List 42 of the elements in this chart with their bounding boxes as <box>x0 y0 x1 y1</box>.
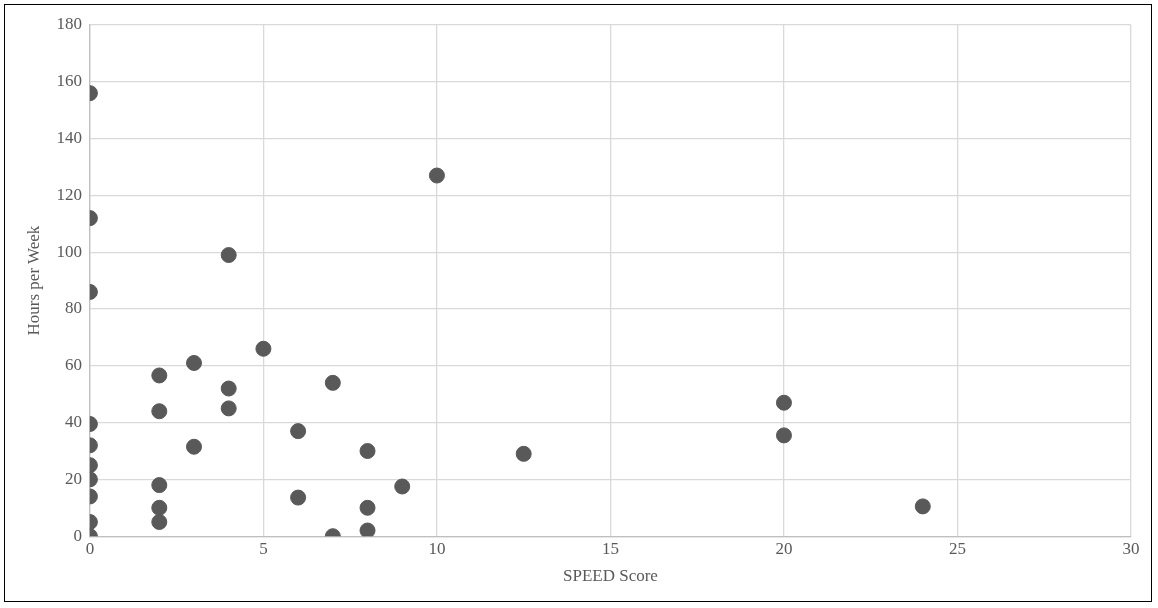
point <box>151 499 168 516</box>
y-tick-label: 140 <box>56 128 82 148</box>
point <box>151 514 168 530</box>
point <box>324 374 341 391</box>
point <box>220 247 237 264</box>
point <box>151 477 168 494</box>
y-tick-label: 160 <box>56 71 82 91</box>
y-tick-label: 40 <box>64 412 82 432</box>
point <box>359 499 376 516</box>
x-tick-label: 10 <box>428 538 446 558</box>
point <box>220 380 237 397</box>
point <box>359 443 376 459</box>
x-axis-title: SPEED Score <box>562 566 658 586</box>
y-axis-title: Hours per Week <box>23 225 43 336</box>
point <box>290 423 307 440</box>
x-tick-label: 30 <box>1122 538 1140 558</box>
y-tick-label: 180 <box>56 14 82 34</box>
x-tick-label: 5 <box>259 538 268 558</box>
y-tick-label: 0 <box>73 525 82 545</box>
point <box>151 367 168 384</box>
point <box>428 167 445 184</box>
point <box>186 354 203 371</box>
y-tick-label: 120 <box>56 184 82 204</box>
point <box>255 340 272 357</box>
y-tick-label: 100 <box>56 241 82 261</box>
point <box>290 489 307 506</box>
y-tick-label: 20 <box>64 468 82 488</box>
point <box>394 478 411 495</box>
point <box>186 438 203 455</box>
point <box>515 445 532 462</box>
y-tick-label: 60 <box>64 355 82 375</box>
x-tick-label: 0 <box>85 538 95 558</box>
point <box>220 400 237 417</box>
x-tick-label: 15 <box>601 538 619 558</box>
point <box>775 394 792 411</box>
x-tick-label: 25 <box>948 538 966 558</box>
point <box>775 427 792 444</box>
y-tick-label: 80 <box>64 298 82 318</box>
x-tick-label: 20 <box>775 538 793 558</box>
point <box>359 522 376 537</box>
point <box>151 403 168 420</box>
point <box>914 498 931 515</box>
